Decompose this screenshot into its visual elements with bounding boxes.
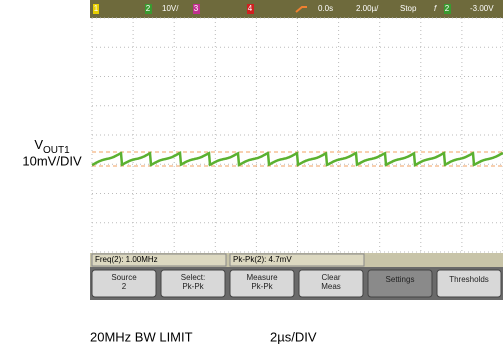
ch1: 1 xyxy=(94,4,99,13)
softkey-label: Measure xyxy=(246,273,278,282)
status-freq: Freq(2): 1.00MHz xyxy=(95,255,158,264)
softkey-label: Pk-Pk xyxy=(251,282,273,291)
softkey-label: Pk-Pk xyxy=(182,282,204,291)
softkey-label: Select: xyxy=(181,273,205,282)
channel-scale: 10mV/DIV xyxy=(22,153,82,168)
scope-capture: VOUT1 10mV/DIV 1 2 10V/ 3 4 0.0s 2.00µ/ … xyxy=(0,0,503,350)
delay: 0.0s xyxy=(318,4,333,13)
softkey-label: 2 xyxy=(122,282,127,291)
ch4: 4 xyxy=(248,4,253,13)
softkey-label: Meas xyxy=(321,282,341,291)
ch3: 3 xyxy=(194,4,199,13)
softkey-label: Clear xyxy=(321,273,340,282)
softkey-label: Thresholds xyxy=(449,275,489,284)
ch2: 2 xyxy=(146,4,151,13)
bandwidth-note: 20MHz BW LIMIT xyxy=(90,329,193,344)
trigger-level: -3.00V xyxy=(470,4,494,13)
status-pkpk: Pk-Pk(2): 4.7mV xyxy=(233,255,292,264)
timebase-note: 2µs/DIV xyxy=(270,329,317,344)
softkey-label: Source xyxy=(111,273,137,282)
trigger-source: 2 xyxy=(445,4,450,13)
ch2-scale: 10V/ xyxy=(162,4,179,13)
run-mode: Stop xyxy=(400,4,417,13)
softkey-label: Settings xyxy=(386,275,415,284)
timebase: 2.00µ/ xyxy=(356,4,379,13)
page: VOUT1 10mV/DIV 1 2 10V/ 3 4 0.0s 2.00µ/ … xyxy=(0,0,503,350)
